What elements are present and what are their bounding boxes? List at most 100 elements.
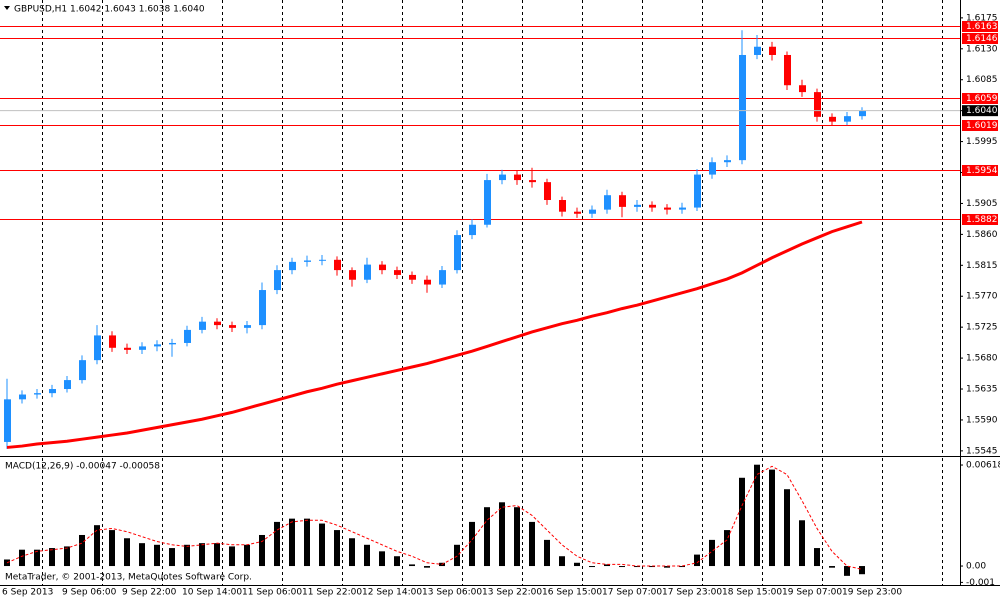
candle-body [859, 110, 866, 117]
histogram-bar [79, 534, 85, 567]
y-tick-label: 0.00 [966, 562, 986, 572]
y-tick-label: 1.5860 [966, 230, 998, 240]
level-label: 1.6059 [966, 94, 998, 104]
candle-body [514, 174, 521, 181]
histogram-bar [289, 518, 295, 567]
candle-body [349, 270, 356, 280]
indicator-title: MACD(12,26,9) -0.00047 -0.00058 [5, 462, 160, 472]
level-label: 1.5882 [966, 215, 998, 225]
histogram-bar [34, 549, 40, 567]
y-tick-label: 1.5545 [966, 446, 998, 456]
y-tick-label: 1.6085 [966, 75, 998, 85]
histogram-bar [394, 556, 400, 567]
histogram-bar [364, 544, 370, 567]
candle-body [304, 260, 311, 262]
candle-body [754, 46, 761, 55]
histogram-bar [124, 538, 130, 567]
candle-body [364, 264, 371, 280]
candle-body [259, 290, 266, 326]
candle-body [214, 321, 221, 326]
histogram-bar [334, 530, 340, 567]
histogram-bar [154, 544, 160, 567]
candle-body [454, 235, 461, 271]
candle-body [844, 116, 851, 122]
histogram-bar [199, 543, 205, 567]
histogram-bar [574, 562, 580, 567]
candle-body [19, 394, 26, 400]
y-tick-label: 1.6175 [966, 13, 998, 23]
y-tick-label: 1.5635 [966, 385, 998, 395]
last-price-label: 1.6040 [966, 106, 998, 116]
y-tick-label: 1.5995 [966, 137, 998, 147]
candle-body [799, 85, 806, 93]
level-label-box [962, 33, 998, 44]
candle-body [679, 207, 686, 210]
histogram-bar [19, 549, 25, 567]
candle-body [394, 270, 401, 275]
histogram-bar [739, 477, 745, 567]
histogram-bar [424, 566, 430, 568]
candle-body [769, 46, 776, 55]
moving-average [6, 220, 863, 449]
histogram-bar [784, 489, 790, 567]
candle-body [559, 200, 566, 212]
x-tick-label: 17 Sep 07:00 [602, 588, 662, 598]
candle-body [379, 264, 386, 271]
x-tick-label: 11 Sep 06:00 [242, 588, 302, 598]
y-tick-label: 1.5815 [966, 261, 998, 271]
candle-body [694, 174, 701, 208]
candle-body [739, 54, 746, 161]
level-label: 1.5954 [966, 166, 998, 176]
candle-body [484, 180, 491, 225]
histogram-bar [544, 539, 550, 567]
chart-title: GBPUSD,H1 1.6042 1.6043 1.6038 1.6040 [14, 5, 205, 15]
candle-body [49, 389, 56, 394]
level-label-box [962, 214, 998, 225]
candle-body [829, 116, 836, 122]
histogram-bar [304, 518, 310, 567]
x-tick-label: 18 Sep 15:00 [722, 588, 782, 598]
histogram-bar [619, 566, 625, 568]
histogram-bar [469, 521, 475, 567]
candle-body [619, 195, 626, 207]
histogram-bar [184, 544, 190, 567]
level-label-box [962, 165, 998, 176]
histogram-bar [679, 566, 685, 568]
histogram-bar [169, 548, 175, 567]
histogram-bar [244, 544, 250, 567]
candle-body [94, 335, 101, 361]
x-tick-label: 9 Sep 22:00 [122, 588, 177, 598]
histogram-bar [814, 548, 820, 567]
candle-body [499, 174, 506, 181]
level-label-box [962, 21, 998, 32]
level-label-box [962, 93, 998, 104]
candle-body [544, 182, 551, 201]
candle-body [439, 270, 446, 285]
x-tick-label: 12 Sep 14:00 [362, 588, 422, 598]
histogram-bar [529, 521, 535, 567]
x-tick-label: 6 Sep 2013 [2, 588, 53, 598]
y-tick-label: 0.00618 [966, 461, 1000, 471]
y-tick-label: 1.6130 [966, 44, 998, 54]
y-tick-label: 1.5680 [966, 354, 998, 364]
candle-body [4, 399, 11, 442]
y-tick-label: 1.5905 [966, 199, 998, 209]
x-tick-label: 19 Sep 23:00 [842, 588, 902, 598]
candle-body [424, 279, 431, 285]
histogram-bar [634, 566, 640, 568]
candle-body [319, 259, 326, 261]
candle-body [34, 393, 41, 395]
histogram-bar [724, 530, 730, 567]
histogram-bar [379, 551, 385, 567]
histogram-bar [349, 538, 355, 567]
candle-body [634, 204, 641, 207]
histogram-bar [274, 521, 280, 567]
histogram-bar [859, 566, 865, 575]
candle-body [229, 325, 236, 328]
level-label-box [962, 120, 998, 131]
last-price-box [962, 105, 998, 117]
level-label: 1.6019 [966, 121, 998, 131]
histogram-bar [589, 566, 595, 568]
